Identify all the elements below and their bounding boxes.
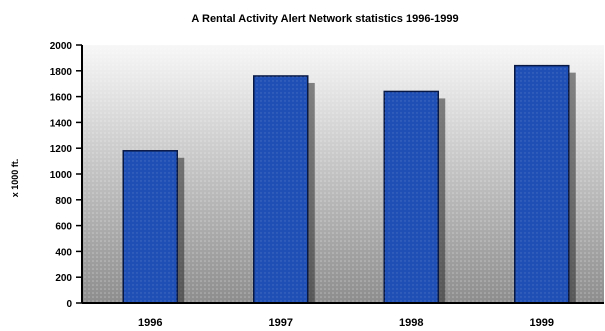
y-tick-label: 400 xyxy=(55,247,72,258)
x-tick-label: 1998 xyxy=(399,317,423,329)
bar-texture xyxy=(253,75,308,304)
bar-texture xyxy=(514,65,569,303)
y-tick-label: 1600 xyxy=(50,93,73,104)
y-tick-label: 1400 xyxy=(50,118,73,129)
y-tick-label: 0 xyxy=(66,299,72,310)
y-axis-label: x 1000 ft. xyxy=(10,159,20,198)
x-tick-label: 1997 xyxy=(269,317,293,329)
bar-texture xyxy=(384,91,439,303)
y-tick-label: 600 xyxy=(55,222,72,233)
y-tick-label: 800 xyxy=(55,196,72,207)
y-tick-label: 1200 xyxy=(50,144,73,155)
y-tick-label: 1000 xyxy=(50,170,73,181)
x-tick-label: 1999 xyxy=(530,317,554,329)
y-tick-label: 1800 xyxy=(50,67,73,78)
x-tick-label: 1996 xyxy=(138,317,162,329)
chart-title: A Rental Activity Alert Network statisti… xyxy=(191,13,458,25)
bar-texture xyxy=(123,150,178,303)
y-tick-label: 200 xyxy=(55,273,72,284)
y-tick-label: 2000 xyxy=(50,41,73,52)
